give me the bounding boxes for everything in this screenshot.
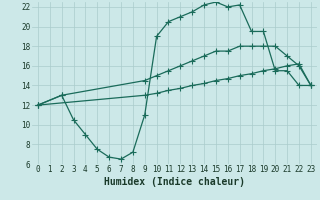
- X-axis label: Humidex (Indice chaleur): Humidex (Indice chaleur): [104, 177, 245, 187]
